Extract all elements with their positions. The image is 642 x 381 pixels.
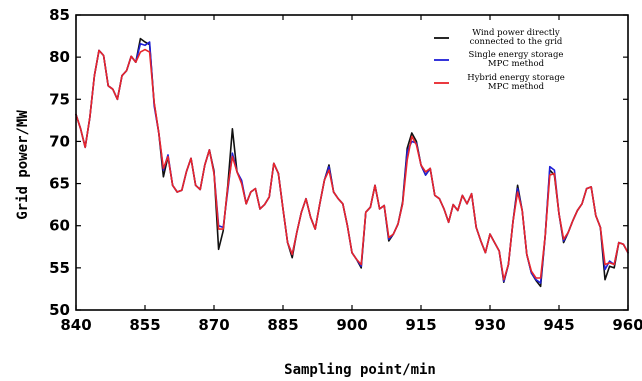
legend-label-single: Single energy storage bbox=[469, 50, 564, 60]
x-tick-label: 900 bbox=[336, 316, 367, 334]
y-axis-label: Grid power/MW bbox=[15, 110, 31, 220]
y-tick-label: 80 bbox=[49, 48, 70, 66]
legend-label-hybrid: Hybrid energy storage bbox=[467, 73, 565, 83]
x-axis-label: Sampling point/min bbox=[284, 362, 436, 378]
series-line-hybrid bbox=[75, 48, 629, 281]
y-tick-label: 85 bbox=[49, 6, 70, 24]
x-tick-label: 915 bbox=[405, 316, 436, 334]
y-tick-label: 50 bbox=[49, 301, 70, 319]
legend-label-single: MPC method bbox=[488, 59, 545, 69]
y-tick-label: 70 bbox=[49, 132, 70, 150]
x-tick-label: 960 bbox=[612, 316, 642, 334]
axis-ticks-group: 840 855 870 885 900 915 930 945 960 50 55 60 65 70 75 8… bbox=[49, 6, 642, 334]
y-tick-label: 60 bbox=[49, 217, 70, 235]
x-tick-label: 855 bbox=[129, 316, 160, 334]
x-tick-label: 945 bbox=[543, 316, 574, 334]
x-tick-label: 870 bbox=[198, 316, 229, 334]
y-tick-label: 75 bbox=[49, 90, 70, 108]
legend-label-wind: Wind power directly bbox=[472, 28, 560, 38]
legend-label-wind: connected to the grid bbox=[470, 37, 563, 47]
y-tick-label: 55 bbox=[49, 259, 70, 277]
plot-series-group bbox=[75, 37, 629, 288]
x-tick-label: 840 bbox=[60, 316, 91, 334]
legend-label-hybrid: MPC method bbox=[488, 82, 545, 92]
x-tick-label: 930 bbox=[474, 316, 505, 334]
y-tick-label: 65 bbox=[49, 175, 70, 193]
x-tick-label: 885 bbox=[267, 316, 298, 334]
